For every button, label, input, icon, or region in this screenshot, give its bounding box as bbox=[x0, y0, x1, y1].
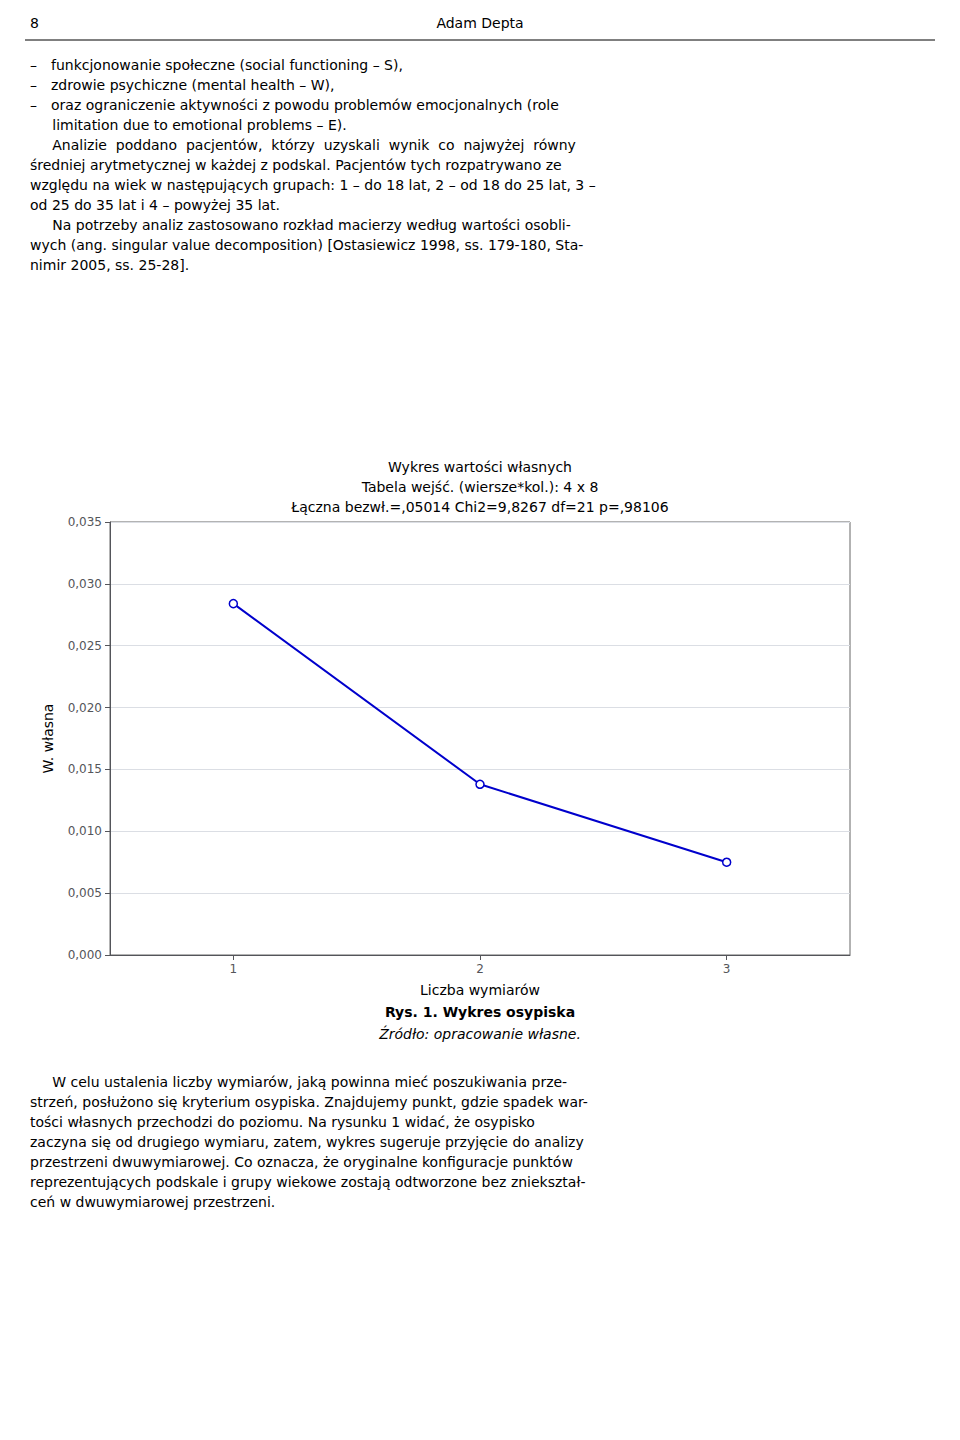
svg-text:reprezentujących podskale i gr: reprezentujących podskale i grupy wiekow… bbox=[30, 1174, 585, 1190]
svg-text:średniej arytmetycznej w każde: średniej arytmetycznej w każdej z podska… bbox=[30, 157, 562, 173]
svg-text:3: 3 bbox=[723, 962, 731, 976]
svg-text:8: 8 bbox=[30, 15, 39, 31]
svg-text:0,035: 0,035 bbox=[68, 515, 102, 529]
svg-text:Wykres wartości własnych: Wykres wartości własnych bbox=[388, 459, 572, 475]
svg-text:Tabela wejść. (wiersze*kol.):: Tabela wejść. (wiersze*kol.): 4 x 8 bbox=[361, 479, 599, 495]
svg-text:ceń w dwuwymiarowej przestrzen: ceń w dwuwymiarowej przestrzeni. bbox=[30, 1194, 275, 1210]
svg-text:– zdrowie psychiczne (mental h: – zdrowie psychiczne (mental health – W)… bbox=[30, 77, 335, 93]
svg-text:zaczyna się od drugiego wymiar: zaczyna się od drugiego wymiaru, zatem, … bbox=[30, 1134, 584, 1150]
svg-text:od 25 do 35 lat i 4 – powyżej: od 25 do 35 lat i 4 – powyżej 35 lat. bbox=[30, 197, 280, 213]
svg-text:wych (ang. singular value deco: wych (ang. singular value decomposition)… bbox=[30, 237, 583, 253]
svg-text:0,000: 0,000 bbox=[68, 948, 102, 962]
svg-text:2: 2 bbox=[476, 962, 484, 976]
svg-text:0,005: 0,005 bbox=[68, 886, 102, 900]
svg-text:1: 1 bbox=[230, 962, 238, 976]
svg-text:0,025: 0,025 bbox=[68, 639, 102, 653]
svg-text:Źródło: opracowanie własne.: Źródło: opracowanie własne. bbox=[378, 1025, 581, 1042]
svg-text:Rys. 1. Wykres osypiska: Rys. 1. Wykres osypiska bbox=[385, 1004, 575, 1020]
svg-text:względu na wiek w następującyc: względu na wiek w następujących grupach:… bbox=[30, 177, 596, 193]
svg-text:Analizie poddano pacjentów,: Analizie poddano pacjentów, którzy uzysk… bbox=[30, 137, 576, 153]
svg-text:0,015: 0,015 bbox=[68, 762, 102, 776]
svg-text:0,020: 0,020 bbox=[68, 701, 102, 715]
svg-text:tości własnych przechodzi do p: tości własnych przechodzi do poziomu. Na… bbox=[30, 1114, 535, 1130]
svg-text:– oraz ograniczenie aktywności: – oraz ograniczenie aktywności z powodu … bbox=[30, 97, 559, 113]
svg-text:0,010: 0,010 bbox=[68, 824, 102, 838]
svg-text:nimir 2005, ss. 25-28].: nimir 2005, ss. 25-28]. bbox=[30, 257, 189, 273]
svg-text:0,030: 0,030 bbox=[68, 577, 102, 591]
svg-text:limitation due to emotional pr: limitation due to emotional problems – E… bbox=[30, 117, 347, 133]
svg-text:Adam Depta: Adam Depta bbox=[436, 15, 523, 31]
svg-text:strzeń, posłużono się kryteriu: strzeń, posłużono się kryterium osypiska… bbox=[30, 1094, 588, 1110]
svg-text:Na potrzeby analiz zastosowano: Na potrzeby analiz zastosowano rozkład m… bbox=[30, 217, 571, 233]
svg-text:W. własna: W. własna bbox=[40, 704, 56, 774]
svg-text:Łączna bezwł.=,05014 Chi2=9,82: Łączna bezwł.=,05014 Chi2=9,8267 df=21 p… bbox=[290, 499, 668, 515]
svg-text:– funkcjonowanie społeczne (so: – funkcjonowanie społeczne (social funct… bbox=[30, 57, 403, 73]
svg-text:Liczba wymiarów: Liczba wymiarów bbox=[420, 982, 540, 998]
svg-text:W celu ustalenia liczby wymiar: W celu ustalenia liczby wymiarów, jaką p… bbox=[30, 1074, 567, 1090]
svg-text:przestrzeni dwuwymiarowej. Co: przestrzeni dwuwymiarowej. Co oznacza, ż… bbox=[30, 1154, 573, 1170]
